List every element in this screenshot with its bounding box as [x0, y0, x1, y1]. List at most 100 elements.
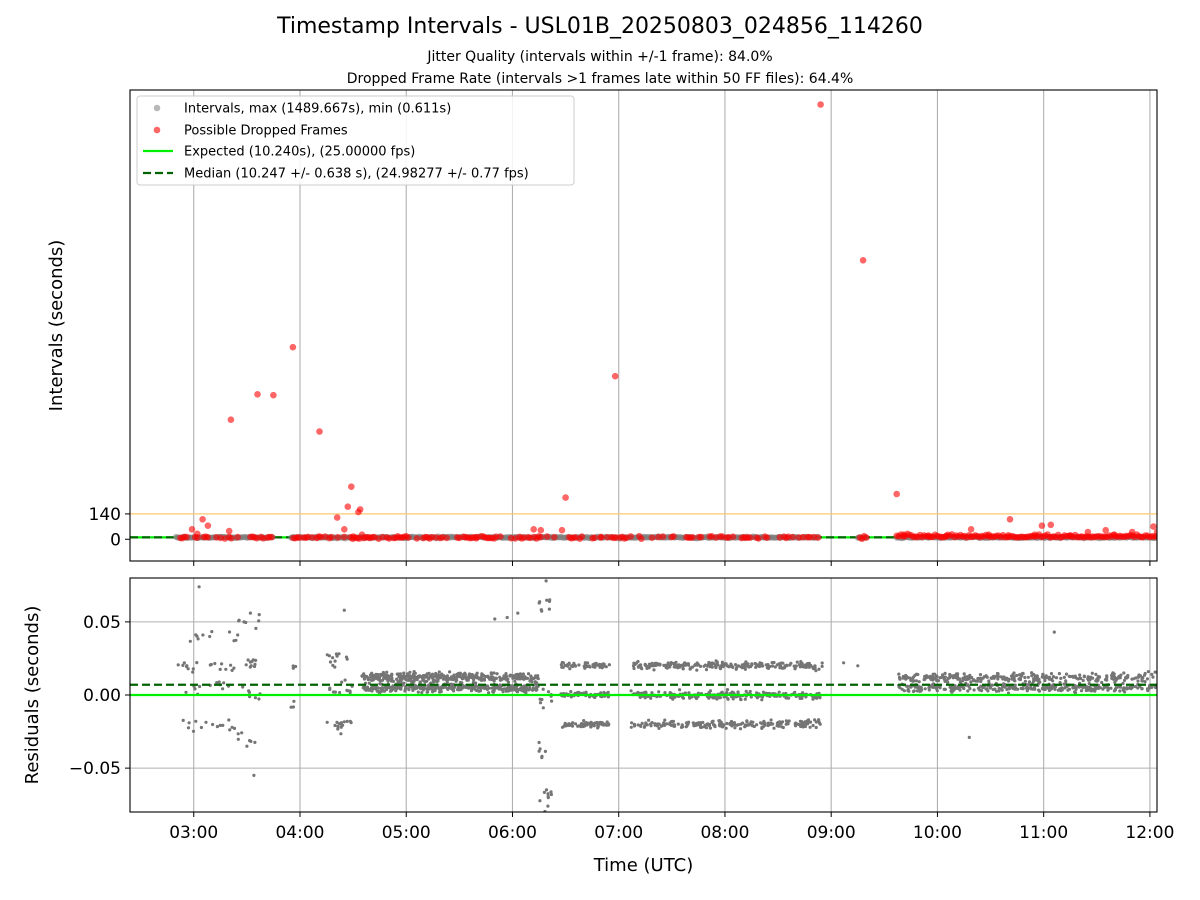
residual-point [811, 723, 815, 728]
residual-point [499, 678, 503, 682]
residual-point [257, 697, 261, 701]
residual-point [514, 688, 518, 693]
residual-point [380, 672, 384, 676]
residual-point [1023, 679, 1027, 683]
dropped-frame-point [659, 533, 667, 540]
dropped-frame-point [1128, 528, 1136, 536]
residual-point [1140, 687, 1144, 691]
residual-point [1150, 672, 1154, 677]
residual-point [291, 705, 295, 709]
residual-point [803, 720, 807, 724]
residual-point [176, 663, 180, 667]
residual-point [191, 670, 195, 674]
residual-point [331, 656, 335, 660]
residual-point [640, 721, 644, 726]
dropped-frame-point [537, 533, 545, 541]
residual-point [714, 664, 718, 668]
residual-point [333, 690, 337, 694]
residual-point [1058, 681, 1062, 685]
residual-point [538, 697, 542, 701]
residuals-plot-area [130, 578, 1157, 812]
legend-entry: Expected (10.240s), (25.00000 fps) [184, 145, 415, 160]
residual-point [663, 718, 667, 722]
residual-point [336, 727, 340, 731]
residual-point [348, 690, 352, 695]
residual-point [710, 720, 714, 724]
residual-point [943, 671, 947, 676]
residual-point [524, 691, 528, 695]
residual-point [1084, 686, 1088, 690]
dropped-frame-point [1084, 528, 1092, 536]
residual-point [763, 721, 767, 725]
residual-point [704, 668, 709, 672]
residual-point [204, 720, 208, 724]
residual-point [750, 663, 754, 667]
dropped-frame-point [1102, 526, 1109, 534]
residual-point [1096, 677, 1100, 681]
dropped-frame-point [1047, 521, 1055, 529]
residual-point [333, 723, 337, 728]
residual-point [482, 678, 487, 682]
residual-point [711, 696, 715, 700]
residual-point [695, 668, 699, 672]
residual-point [1089, 675, 1093, 679]
residual-point [902, 689, 906, 693]
residual-point [501, 690, 505, 694]
residual-point [227, 630, 232, 634]
residual-point [1062, 675, 1066, 680]
residual-point [931, 675, 935, 679]
residual-point [923, 674, 927, 679]
residual-point [777, 724, 781, 728]
dropped-frame-point [413, 535, 421, 542]
residual-point [1007, 687, 1011, 691]
dropped-frame-point [611, 372, 619, 380]
residual-point [607, 663, 612, 667]
residual-point [647, 718, 651, 722]
dropped-frame-point [591, 534, 598, 541]
residual-point [681, 667, 685, 671]
residual-point [817, 719, 821, 723]
residual-point [733, 663, 738, 667]
residual-point [744, 664, 748, 668]
dropped-frame-point [358, 531, 366, 538]
residual-point [799, 724, 803, 729]
residual-point [520, 687, 524, 691]
residual-point [544, 788, 549, 792]
y-axis-label: Intervals (seconds) [46, 240, 67, 412]
residual-point [365, 674, 369, 679]
residual-point [1071, 675, 1075, 679]
residual-point [421, 687, 425, 691]
residual-point [593, 665, 597, 669]
residual-point [208, 663, 212, 667]
x-tick-label: 12:00 [1125, 823, 1174, 843]
residual-point [181, 718, 185, 723]
residual-point [378, 679, 383, 683]
residual-point [549, 790, 553, 794]
residual-point [686, 722, 690, 726]
residual-point [931, 672, 935, 676]
residual-point [771, 722, 775, 726]
residual-point [749, 695, 753, 699]
residual-point [820, 661, 824, 665]
dropped-frame-point [183, 533, 190, 541]
residual-point [603, 723, 607, 727]
residual-point [560, 665, 564, 669]
residual-point [758, 661, 762, 665]
dropped-frame-point [648, 534, 656, 541]
dropped-frame-point [348, 483, 355, 491]
residual-point [754, 662, 758, 666]
dropped-frame-point [289, 343, 297, 351]
residual-point [577, 663, 581, 667]
residual-point [715, 697, 719, 701]
residual-point [384, 685, 388, 689]
residual-point [923, 687, 927, 691]
residual-point [943, 687, 947, 692]
residual-point [289, 705, 293, 709]
residual-point [657, 726, 661, 731]
dropped-frame-point [729, 533, 737, 540]
residual-point [1118, 689, 1122, 693]
dropped-frame-point [1153, 528, 1157, 536]
residual-point [1077, 685, 1081, 689]
residual-point [396, 672, 400, 676]
residual-point [244, 663, 248, 667]
